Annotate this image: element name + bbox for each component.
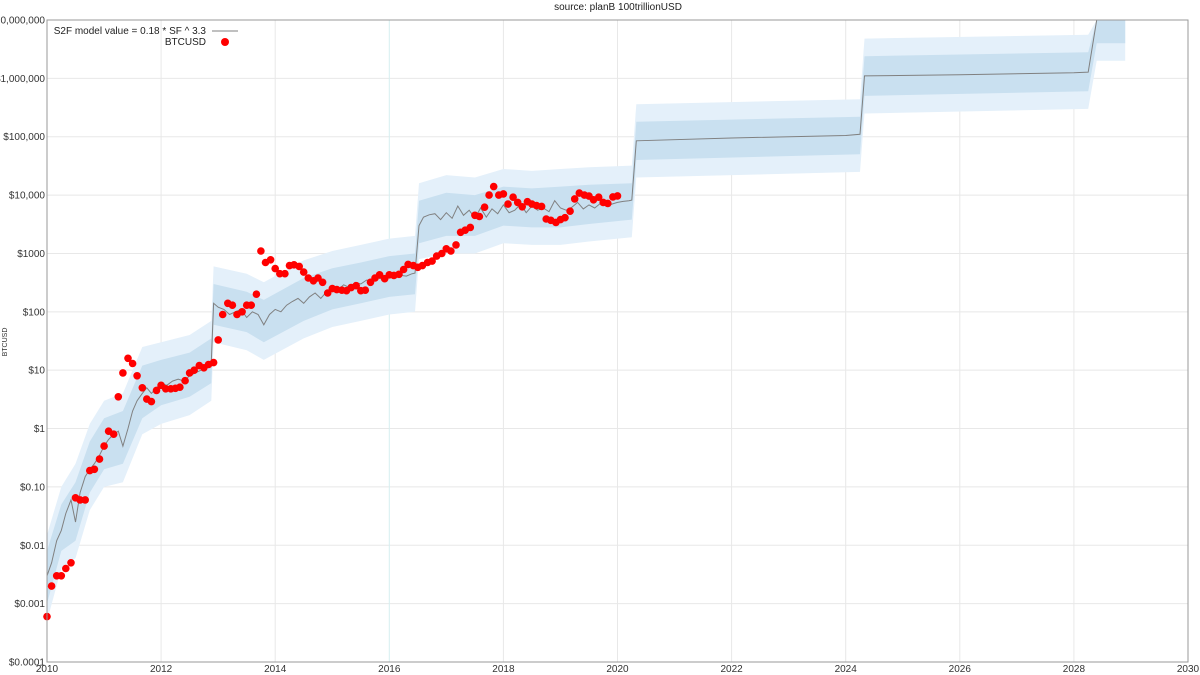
y-tick-label: $10,000,000	[0, 16, 45, 27]
btcusd-point	[281, 269, 289, 278]
btcusd-point	[518, 203, 526, 211]
btcusd-point	[466, 223, 475, 232]
chart-title: source: planB 100trillionUSD	[554, 2, 682, 13]
btcusd-point	[438, 249, 446, 258]
btcusd-point	[447, 247, 455, 255]
btcusd-point	[428, 257, 436, 265]
inner-band	[47, 20, 1126, 604]
btcusd-point	[128, 359, 137, 368]
btcusd-points	[43, 182, 622, 621]
btcusd-point	[537, 202, 546, 211]
btcusd-point	[475, 212, 484, 221]
btcusd-point	[147, 397, 156, 406]
btcusd-point	[228, 301, 237, 310]
btcusd-point	[90, 465, 99, 474]
x-tick-label: 2024	[835, 664, 858, 675]
legend: S2F model value = 0.18 * SF ^ 3.3 BTCUSD	[54, 26, 238, 48]
btcusd-point	[81, 496, 89, 504]
x-tick-label: 2028	[1063, 664, 1086, 675]
y-axis-label: BTCUSD	[2, 328, 9, 357]
btcusd-point	[504, 200, 512, 208]
y-tick-label: $10	[28, 366, 45, 377]
y-tick-labels: $0.0001 $0.001 $0.01 $0.10 $1 $10 $100 $1000 $10…	[0, 16, 45, 669]
s2f-bands	[47, 20, 1126, 622]
x-tick-labels: 2010 2012 2014 2016 2018 2020 2022 2024 2026 2028…	[36, 664, 1200, 675]
x-tick-label: 2018	[492, 664, 515, 675]
btcusd-point	[594, 193, 603, 201]
legend-model-label: S2F model value = 0.18 * SF ^ 3.3	[54, 26, 207, 37]
y-tick-label: $10,000	[9, 191, 46, 202]
y-tick-label: $0.01	[20, 541, 45, 552]
legend-btcusd-label: BTCUSD	[165, 37, 206, 48]
btcusd-point	[509, 193, 517, 201]
btcusd-point	[570, 195, 579, 203]
y-tick-label: $100,000	[3, 132, 45, 143]
btcusd-point	[352, 281, 361, 290]
btcusd-point	[452, 241, 460, 249]
x-tick-label: 2026	[949, 664, 972, 675]
btcusd-point	[485, 191, 493, 199]
btcusd-point	[257, 247, 265, 255]
btcusd-point	[100, 442, 108, 450]
btcusd-point	[238, 308, 246, 316]
axes	[46, 19, 1189, 663]
btcusd-point	[489, 182, 498, 191]
btcusd-point	[190, 366, 198, 375]
btcusd-point	[399, 265, 408, 274]
x-tick-label: 2022	[720, 664, 743, 675]
y-tick-label: $1,000,000	[0, 74, 45, 85]
btcusd-point	[613, 192, 622, 200]
plot-frame	[46, 19, 1189, 663]
btcusd-point	[480, 203, 489, 211]
btcusd-point	[604, 199, 612, 208]
y-tick-label: $0.10	[20, 482, 45, 493]
x-tick-label: 2020	[606, 664, 629, 675]
btcusd-point	[361, 286, 370, 295]
y-tick-label: $0.0001	[9, 658, 46, 669]
x-tick-label: 2030	[1177, 664, 1200, 675]
y-tick-label: $1000	[17, 249, 45, 260]
btcusd-point	[266, 255, 275, 264]
y-tick-label: $1	[34, 424, 46, 435]
btcusd-point	[209, 358, 218, 367]
btcusd-point	[218, 310, 227, 319]
btcusd-point	[271, 264, 280, 273]
btcusd-point	[67, 559, 75, 567]
btcusd-point	[561, 213, 569, 222]
x-tick-label: 2016	[378, 664, 401, 675]
outer-band	[47, 20, 1126, 622]
legend-btcusd-swatch	[221, 38, 229, 46]
btcusd-point	[95, 455, 104, 463]
btcusd-point	[57, 572, 66, 580]
x-tick-label: 2014	[264, 664, 287, 675]
btcusd-point	[252, 290, 261, 299]
x-tick-label: 2012	[150, 664, 173, 675]
btcusd-point	[176, 383, 184, 392]
btcusd-point	[119, 369, 127, 377]
btcusd-point	[152, 386, 161, 395]
btcusd-point	[318, 278, 327, 287]
x-tick-label: 2010	[36, 664, 59, 675]
btcusd-point	[138, 384, 147, 392]
btcusd-point	[181, 376, 189, 385]
btcusd-point	[299, 268, 308, 276]
btcusd-point	[62, 564, 70, 573]
btcusd-point	[247, 301, 255, 310]
y-tick-label: $0.001	[14, 599, 45, 610]
btcusd-point	[124, 354, 132, 363]
btcusd-point	[47, 582, 56, 590]
btcusd-point	[133, 372, 141, 380]
btcusd-point	[499, 190, 508, 198]
btcusd-point	[395, 270, 403, 279]
btcusd-point	[295, 262, 304, 271]
btcusd-point	[109, 430, 118, 439]
btcusd-point	[566, 207, 574, 215]
btcusd-point	[114, 393, 123, 401]
btcusd-point	[214, 336, 222, 344]
y-tick-label: $100	[23, 307, 46, 318]
